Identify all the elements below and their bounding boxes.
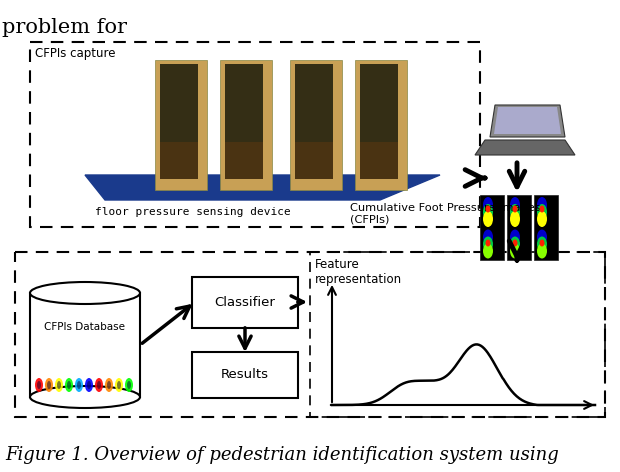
Ellipse shape bbox=[45, 378, 53, 392]
FancyBboxPatch shape bbox=[355, 60, 407, 190]
Ellipse shape bbox=[55, 378, 63, 392]
Ellipse shape bbox=[485, 239, 490, 246]
Text: CFPIs capture: CFPIs capture bbox=[35, 47, 115, 60]
Text: CFPIs Database: CFPIs Database bbox=[45, 322, 125, 332]
Ellipse shape bbox=[510, 197, 520, 213]
Text: Results: Results bbox=[221, 369, 269, 381]
Ellipse shape bbox=[95, 378, 103, 392]
FancyBboxPatch shape bbox=[30, 293, 140, 397]
Ellipse shape bbox=[30, 282, 140, 304]
FancyBboxPatch shape bbox=[507, 195, 531, 260]
Ellipse shape bbox=[47, 381, 51, 389]
Ellipse shape bbox=[30, 386, 140, 408]
Ellipse shape bbox=[117, 381, 121, 389]
FancyBboxPatch shape bbox=[360, 64, 398, 179]
Ellipse shape bbox=[537, 197, 547, 213]
Ellipse shape bbox=[75, 378, 83, 392]
Text: floor pressure sensing device: floor pressure sensing device bbox=[95, 207, 291, 217]
Polygon shape bbox=[490, 105, 565, 137]
Ellipse shape bbox=[483, 197, 493, 213]
Ellipse shape bbox=[87, 381, 91, 389]
Ellipse shape bbox=[77, 381, 81, 389]
Polygon shape bbox=[494, 107, 561, 134]
FancyBboxPatch shape bbox=[160, 64, 198, 179]
FancyBboxPatch shape bbox=[295, 64, 333, 179]
Ellipse shape bbox=[513, 239, 518, 246]
Ellipse shape bbox=[485, 205, 490, 212]
Text: Feature
representation: Feature representation bbox=[315, 258, 402, 286]
Ellipse shape bbox=[537, 229, 547, 244]
Ellipse shape bbox=[483, 211, 493, 227]
FancyBboxPatch shape bbox=[225, 64, 263, 179]
FancyBboxPatch shape bbox=[360, 142, 398, 179]
FancyBboxPatch shape bbox=[160, 142, 198, 179]
Text: Classifier: Classifier bbox=[215, 295, 275, 309]
Ellipse shape bbox=[67, 381, 71, 389]
FancyBboxPatch shape bbox=[220, 60, 272, 190]
FancyBboxPatch shape bbox=[290, 60, 342, 190]
Ellipse shape bbox=[537, 236, 547, 252]
Ellipse shape bbox=[37, 381, 41, 389]
Ellipse shape bbox=[510, 236, 520, 252]
Ellipse shape bbox=[85, 378, 93, 392]
Ellipse shape bbox=[539, 239, 544, 246]
Text: Cumulative Foot Pressure Images
(CFPIs): Cumulative Foot Pressure Images (CFPIs) bbox=[350, 203, 541, 225]
Ellipse shape bbox=[483, 236, 493, 252]
Ellipse shape bbox=[35, 378, 43, 392]
Ellipse shape bbox=[105, 378, 113, 392]
Ellipse shape bbox=[483, 229, 493, 244]
FancyBboxPatch shape bbox=[155, 60, 207, 190]
Ellipse shape bbox=[510, 244, 520, 259]
Ellipse shape bbox=[539, 205, 544, 212]
Ellipse shape bbox=[65, 378, 73, 392]
Ellipse shape bbox=[537, 211, 547, 227]
Ellipse shape bbox=[513, 205, 518, 212]
Ellipse shape bbox=[57, 381, 61, 389]
Ellipse shape bbox=[537, 244, 547, 259]
Text: Figure 1. Overview of pedestrian identification system using: Figure 1. Overview of pedestrian identif… bbox=[5, 446, 559, 464]
FancyBboxPatch shape bbox=[295, 142, 333, 179]
FancyBboxPatch shape bbox=[192, 277, 298, 328]
Text: problem for: problem for bbox=[2, 18, 127, 37]
Ellipse shape bbox=[97, 381, 101, 389]
Polygon shape bbox=[475, 140, 575, 155]
Ellipse shape bbox=[510, 204, 520, 220]
Polygon shape bbox=[85, 175, 440, 200]
Ellipse shape bbox=[127, 381, 131, 389]
FancyBboxPatch shape bbox=[192, 352, 298, 398]
Ellipse shape bbox=[483, 244, 493, 259]
Ellipse shape bbox=[537, 204, 547, 220]
Ellipse shape bbox=[125, 378, 133, 392]
FancyBboxPatch shape bbox=[225, 142, 263, 179]
FancyBboxPatch shape bbox=[480, 195, 504, 260]
Ellipse shape bbox=[115, 378, 123, 392]
Ellipse shape bbox=[483, 204, 493, 220]
FancyBboxPatch shape bbox=[534, 195, 558, 260]
Ellipse shape bbox=[107, 381, 111, 389]
Ellipse shape bbox=[510, 229, 520, 244]
Ellipse shape bbox=[510, 211, 520, 227]
